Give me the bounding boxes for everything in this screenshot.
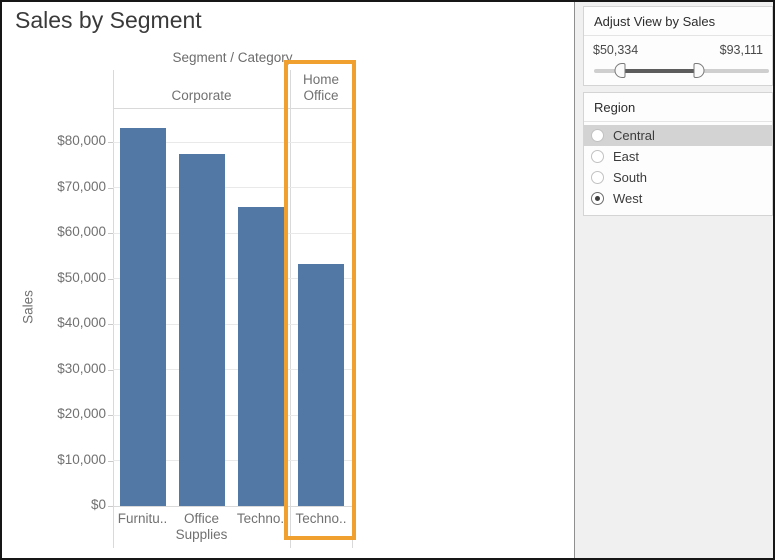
- y-tick-label: $60,000: [57, 224, 106, 240]
- y-tick-mark: [108, 187, 113, 189]
- y-tick-mark: [108, 233, 113, 235]
- slider-min-value: $50,334: [593, 43, 639, 57]
- x-axis-label-furnitu: Furnitu..: [117, 511, 168, 526]
- region-option-label: West: [613, 191, 643, 206]
- y-tick-mark: [108, 142, 113, 144]
- slider-upper-handle[interactable]: [693, 63, 705, 78]
- x-axis-label-office-supplies: Office Supplies: [175, 511, 228, 542]
- region-option-south[interactable]: South: [584, 167, 772, 188]
- radio-button-east[interactable]: [591, 150, 604, 163]
- region-option-label: Central: [613, 128, 655, 143]
- x-axis-label-techno: Techno..: [295, 511, 347, 526]
- y-tick-mark: [108, 460, 113, 462]
- region-option-label: South: [613, 170, 647, 185]
- y-tick-mark: [108, 324, 113, 326]
- y-tick-mark: [108, 415, 113, 417]
- bar-home-office-techno[interactable]: [298, 264, 344, 506]
- region-options: Central East South West: [584, 122, 772, 209]
- y-tick-mark: [108, 278, 113, 280]
- radio-button-south[interactable]: [591, 171, 604, 184]
- region-filter-title: Region: [584, 93, 772, 122]
- sales-filter-card: Adjust View by Sales $50,334 $93,111: [583, 6, 773, 86]
- bar-corporate-techno[interactable]: [237, 207, 284, 506]
- column-header-corporate: Corporate: [171, 88, 232, 103]
- plot-area: [113, 108, 352, 506]
- y-tick-label: $80,000: [57, 133, 106, 149]
- y-tick-label: $20,000: [57, 406, 106, 422]
- y-tick-label: $30,000: [57, 360, 106, 376]
- slider-labels: $50,334 $93,111: [584, 36, 772, 60]
- page-title: Sales by Segment: [15, 7, 202, 33]
- column-header-home-office: Home Office: [302, 72, 339, 103]
- y-tick-mark: [108, 506, 113, 507]
- slider-lower-handle[interactable]: [614, 63, 626, 78]
- panel-divider: [574, 2, 575, 558]
- chart-area: Sales by Segment Segment / Category Sale…: [2, 2, 574, 558]
- y-tick-label: $70,000: [57, 178, 106, 194]
- y-tick-label: $50,000: [57, 269, 106, 285]
- region-option-central[interactable]: Central: [584, 125, 772, 146]
- region-filter-card: Region Central East South West: [583, 92, 773, 216]
- header-separator-line: [113, 108, 352, 109]
- bar-corporate-furnitu[interactable]: [119, 128, 166, 506]
- gridline: [113, 278, 352, 280]
- radio-button-central[interactable]: [591, 129, 604, 142]
- x-axis-label-techno: Techno.: [236, 511, 285, 526]
- slider-selected-range: [620, 69, 699, 73]
- y-tick-label: $10,000: [57, 451, 106, 467]
- region-option-east[interactable]: East: [584, 146, 772, 167]
- gridline: [113, 232, 352, 234]
- radio-button-west-selected[interactable]: [591, 192, 604, 205]
- highlight-box: [284, 60, 356, 540]
- sales-filter-title: Adjust View by Sales: [584, 7, 772, 36]
- gridline: [113, 141, 352, 143]
- x-axis-line: [113, 506, 352, 507]
- slider-max-value: $93,111: [719, 43, 763, 57]
- gridline: [113, 369, 352, 371]
- region-option-west[interactable]: West: [584, 188, 772, 209]
- region-option-label: East: [613, 149, 640, 164]
- filter-panel: Adjust View by Sales $50,334 $93,111 Reg…: [575, 2, 773, 558]
- y-tick-label: $40,000: [57, 315, 106, 331]
- gridline: [113, 414, 352, 416]
- bar-corporate-office-supplies[interactable]: [178, 153, 225, 506]
- gridline: [113, 187, 352, 189]
- sales-range-slider[interactable]: [594, 60, 769, 84]
- column-boundary-line: [290, 70, 291, 548]
- gridline: [113, 460, 352, 461]
- y-tick-mark: [108, 369, 113, 371]
- gridline: [113, 323, 352, 325]
- column-field-label: Segment / Category: [172, 50, 293, 65]
- column-boundary-line: [113, 70, 114, 548]
- y-tick-label: $0: [90, 497, 106, 512]
